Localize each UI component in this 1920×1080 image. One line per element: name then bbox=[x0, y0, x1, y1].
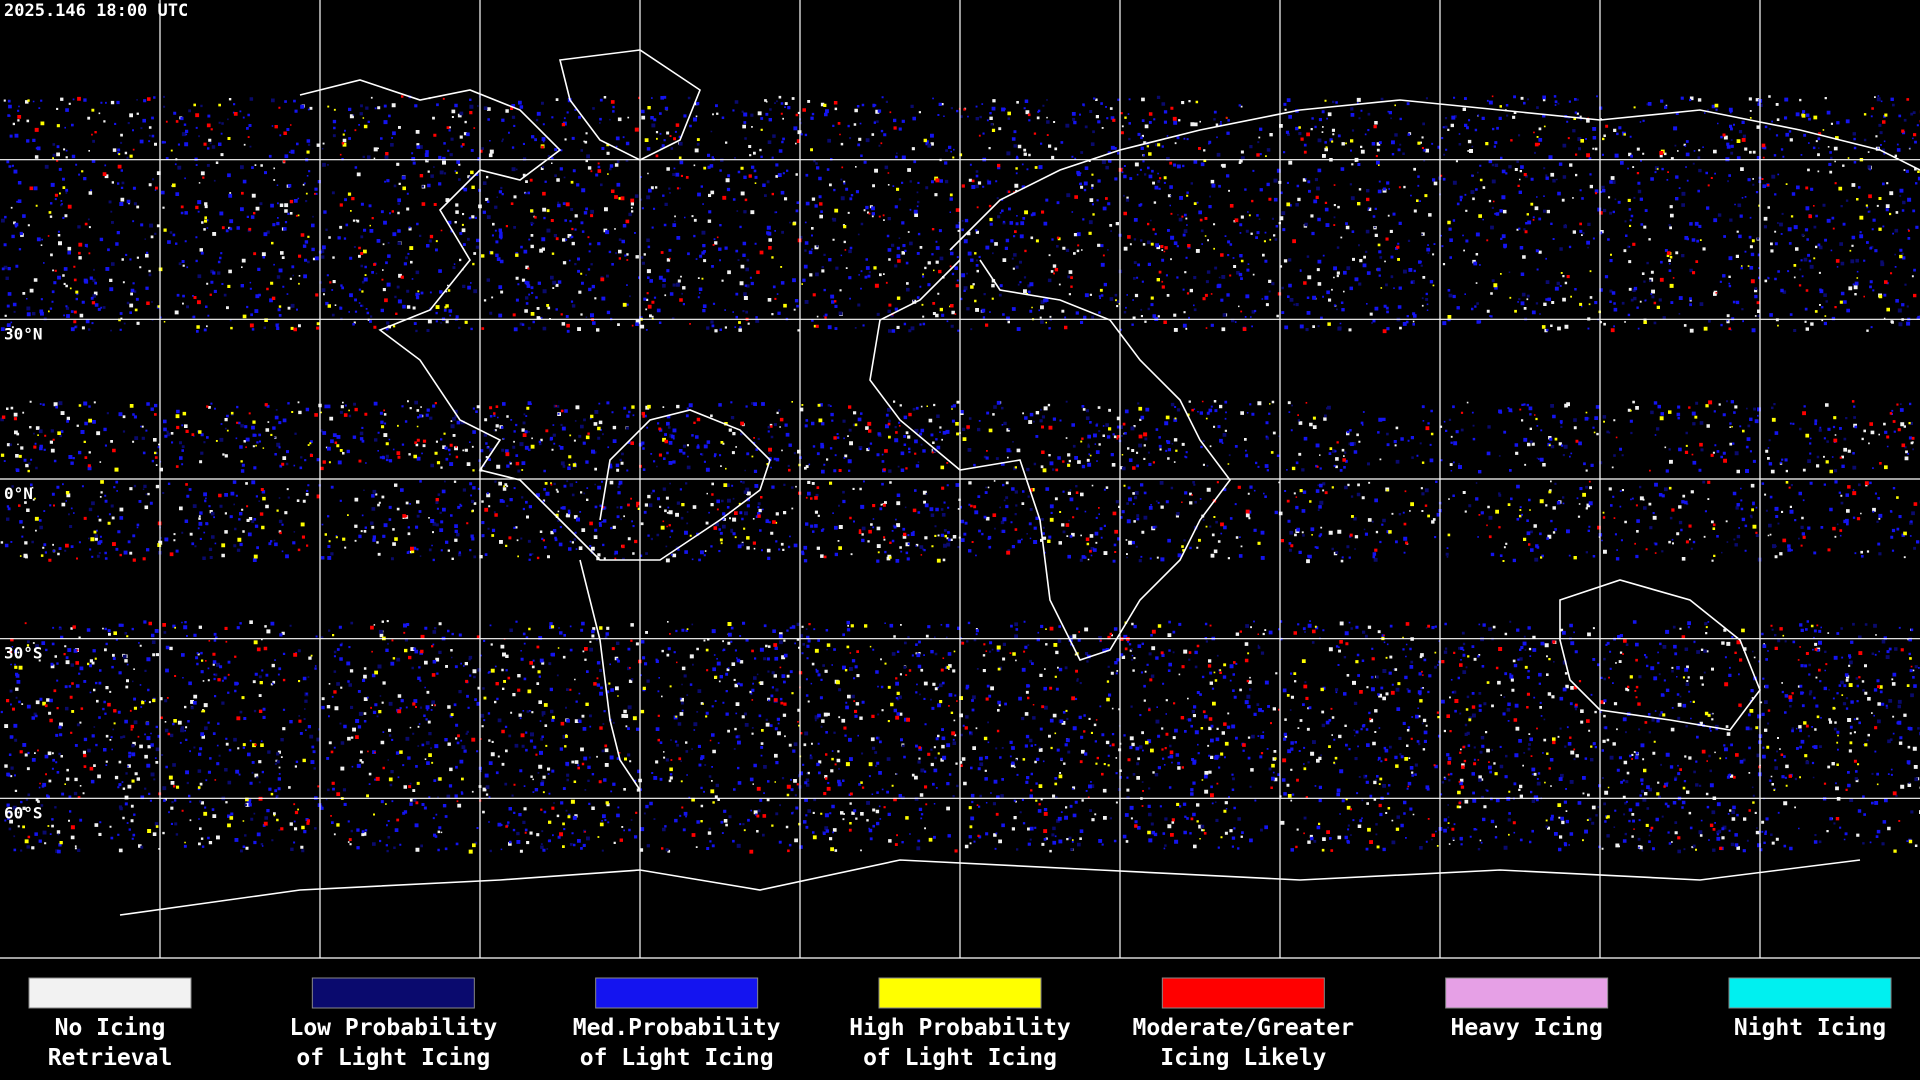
lat-label: 60°S bbox=[4, 803, 43, 822]
coastline bbox=[579, 559, 641, 791]
legend-swatch bbox=[311, 977, 475, 1009]
coastlines bbox=[119, 49, 1920, 916]
legend-label: Retrieval bbox=[48, 1045, 173, 1071]
icing-field bbox=[0, 95, 1920, 854]
legend-swatch bbox=[878, 977, 1042, 1009]
coastline bbox=[559, 49, 701, 161]
legend-label: No Icing bbox=[55, 1015, 166, 1041]
coastline bbox=[949, 99, 1920, 251]
legend: No Icing Retrieval Low Probability of Light… bbox=[28, 977, 1892, 1071]
lat-label: 30°N bbox=[4, 324, 43, 343]
legend-label: Icing Likely bbox=[1160, 1045, 1326, 1071]
legend-label: of Light Icing bbox=[296, 1045, 490, 1071]
legend-label: Night Icing bbox=[1734, 1015, 1886, 1041]
legend-label: of Light Icing bbox=[580, 1045, 774, 1071]
legend-label: High Probability bbox=[849, 1015, 1071, 1041]
legend-label: Moderate/Greater bbox=[1133, 1015, 1355, 1041]
legend-swatch bbox=[1728, 977, 1892, 1009]
coastline bbox=[119, 859, 1861, 916]
legend-swatch bbox=[1161, 977, 1325, 1009]
graticule bbox=[0, 0, 1920, 959]
timestamp: 2025.146 18:00 UTC bbox=[4, 1, 188, 21]
lat-labels: 30°N 0°N 30°S 60°S bbox=[4, 324, 43, 822]
legend-label: Med.Probability bbox=[573, 1015, 781, 1041]
coastline bbox=[869, 259, 1231, 661]
coastline bbox=[1559, 579, 1761, 731]
legend-label: Heavy Icing bbox=[1451, 1015, 1603, 1041]
legend-label: of Light Icing bbox=[863, 1045, 1057, 1071]
legend-label: Low Probability bbox=[289, 1015, 497, 1041]
lat-label: 0°N bbox=[4, 484, 33, 503]
legend-swatch bbox=[595, 977, 759, 1009]
legend-swatch bbox=[28, 977, 192, 1009]
lat-label: 30°S bbox=[4, 644, 43, 663]
icing-speckle bbox=[0, 95, 1920, 854]
legend-swatch bbox=[1445, 977, 1609, 1009]
